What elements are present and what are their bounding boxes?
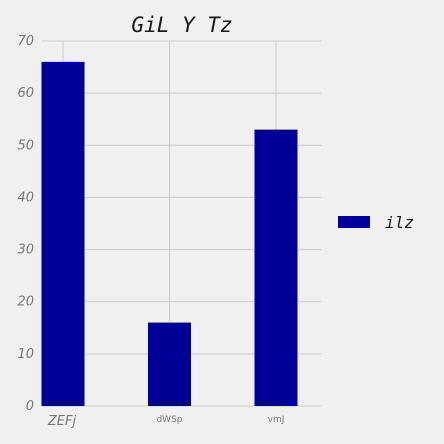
y-tick-label: 30 (17, 243, 34, 258)
y-tick-label: 40 (17, 190, 34, 205)
y-tick-label: 0 (26, 399, 34, 414)
y-tick-label: 10 (17, 347, 34, 362)
chart-title: GiL Y Tz (131, 13, 232, 37)
x-tick-label: dWSp (156, 415, 182, 425)
y-tick-label: 20 (17, 295, 34, 310)
bar (254, 129, 298, 406)
legend-label: ilz (385, 213, 414, 232)
bar (41, 61, 85, 406)
y-tick-label: 50 (17, 138, 34, 153)
x-tick-label: ZEFj (47, 414, 77, 429)
bars (41, 61, 298, 406)
y-tick-label: 60 (17, 86, 34, 101)
y-axis-ticks: 0 10 20 30 40 50 60 70 (17, 34, 34, 414)
x-axis-ticks: ZEFj dWSp vmJ (47, 414, 284, 429)
legend: ilz (338, 213, 414, 232)
y-tick-label: 70 (17, 34, 34, 49)
bar (148, 322, 191, 406)
legend-swatch (338, 216, 370, 228)
x-tick-label: vmJ (268, 415, 285, 425)
